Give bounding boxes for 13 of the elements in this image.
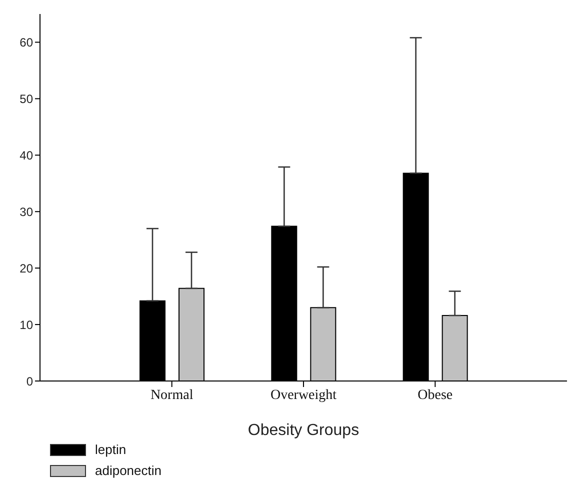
y-tick-label: 30 bbox=[20, 204, 34, 219]
legend-label: leptin bbox=[95, 442, 126, 457]
y-tick-label: 20 bbox=[20, 261, 34, 276]
x-axis-title: Obesity Groups bbox=[248, 422, 360, 439]
legend-label: adiponectin bbox=[95, 463, 162, 478]
y-tick-label: 40 bbox=[20, 148, 34, 162]
x-tick-label: Obese bbox=[418, 388, 453, 403]
y-tick-label: 60 bbox=[20, 35, 34, 50]
y-tick-label: 0 bbox=[26, 374, 34, 388]
x-tick-label: Normal bbox=[150, 388, 194, 403]
y-tick-label: 50 bbox=[20, 92, 34, 106]
x-tick-label: Overweight bbox=[270, 388, 337, 403]
y-tick-label: 10 bbox=[20, 318, 34, 332]
